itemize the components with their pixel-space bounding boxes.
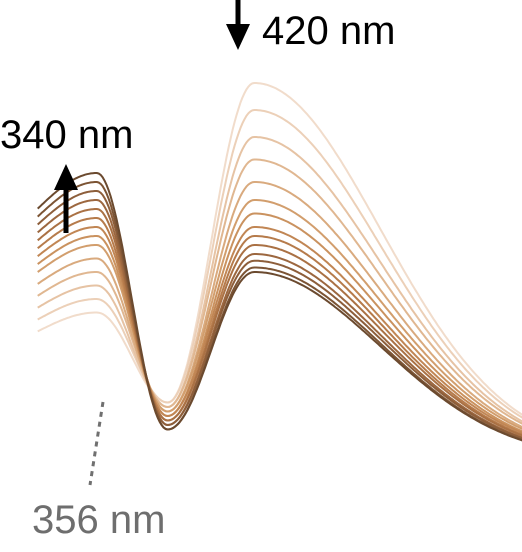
up-arrow-icon	[54, 164, 78, 233]
spectrum-line-3	[37, 136, 522, 423]
annotation-340nm-label: 340 nm	[0, 113, 133, 157]
spectrum-line-12	[37, 190, 522, 440]
annotation-420nm-label: 420 nm	[262, 9, 395, 53]
isosbestic-marker-line	[88, 401, 105, 486]
spectrum-line-8	[37, 226, 522, 434]
spectrum-curves	[37, 82, 522, 442]
spectrum-line-11	[37, 199, 522, 439]
spectrum-line-14	[37, 172, 522, 442]
spectrum-line-13	[37, 181, 522, 441]
spectrum-line-7	[37, 212, 522, 433]
spectrum-line-10	[37, 208, 522, 437]
spectrum-line-4	[37, 158, 522, 425]
spectrum-line-1	[37, 82, 522, 416]
spectrum-line-6	[37, 199, 522, 430]
spectrum-line-2	[37, 109, 522, 419]
spectrum-line-5	[37, 181, 522, 429]
spectrum-line-9	[37, 217, 522, 436]
annotation-356nm-label: 356 nm	[32, 498, 165, 542]
down-arrow-icon	[226, 0, 250, 50]
